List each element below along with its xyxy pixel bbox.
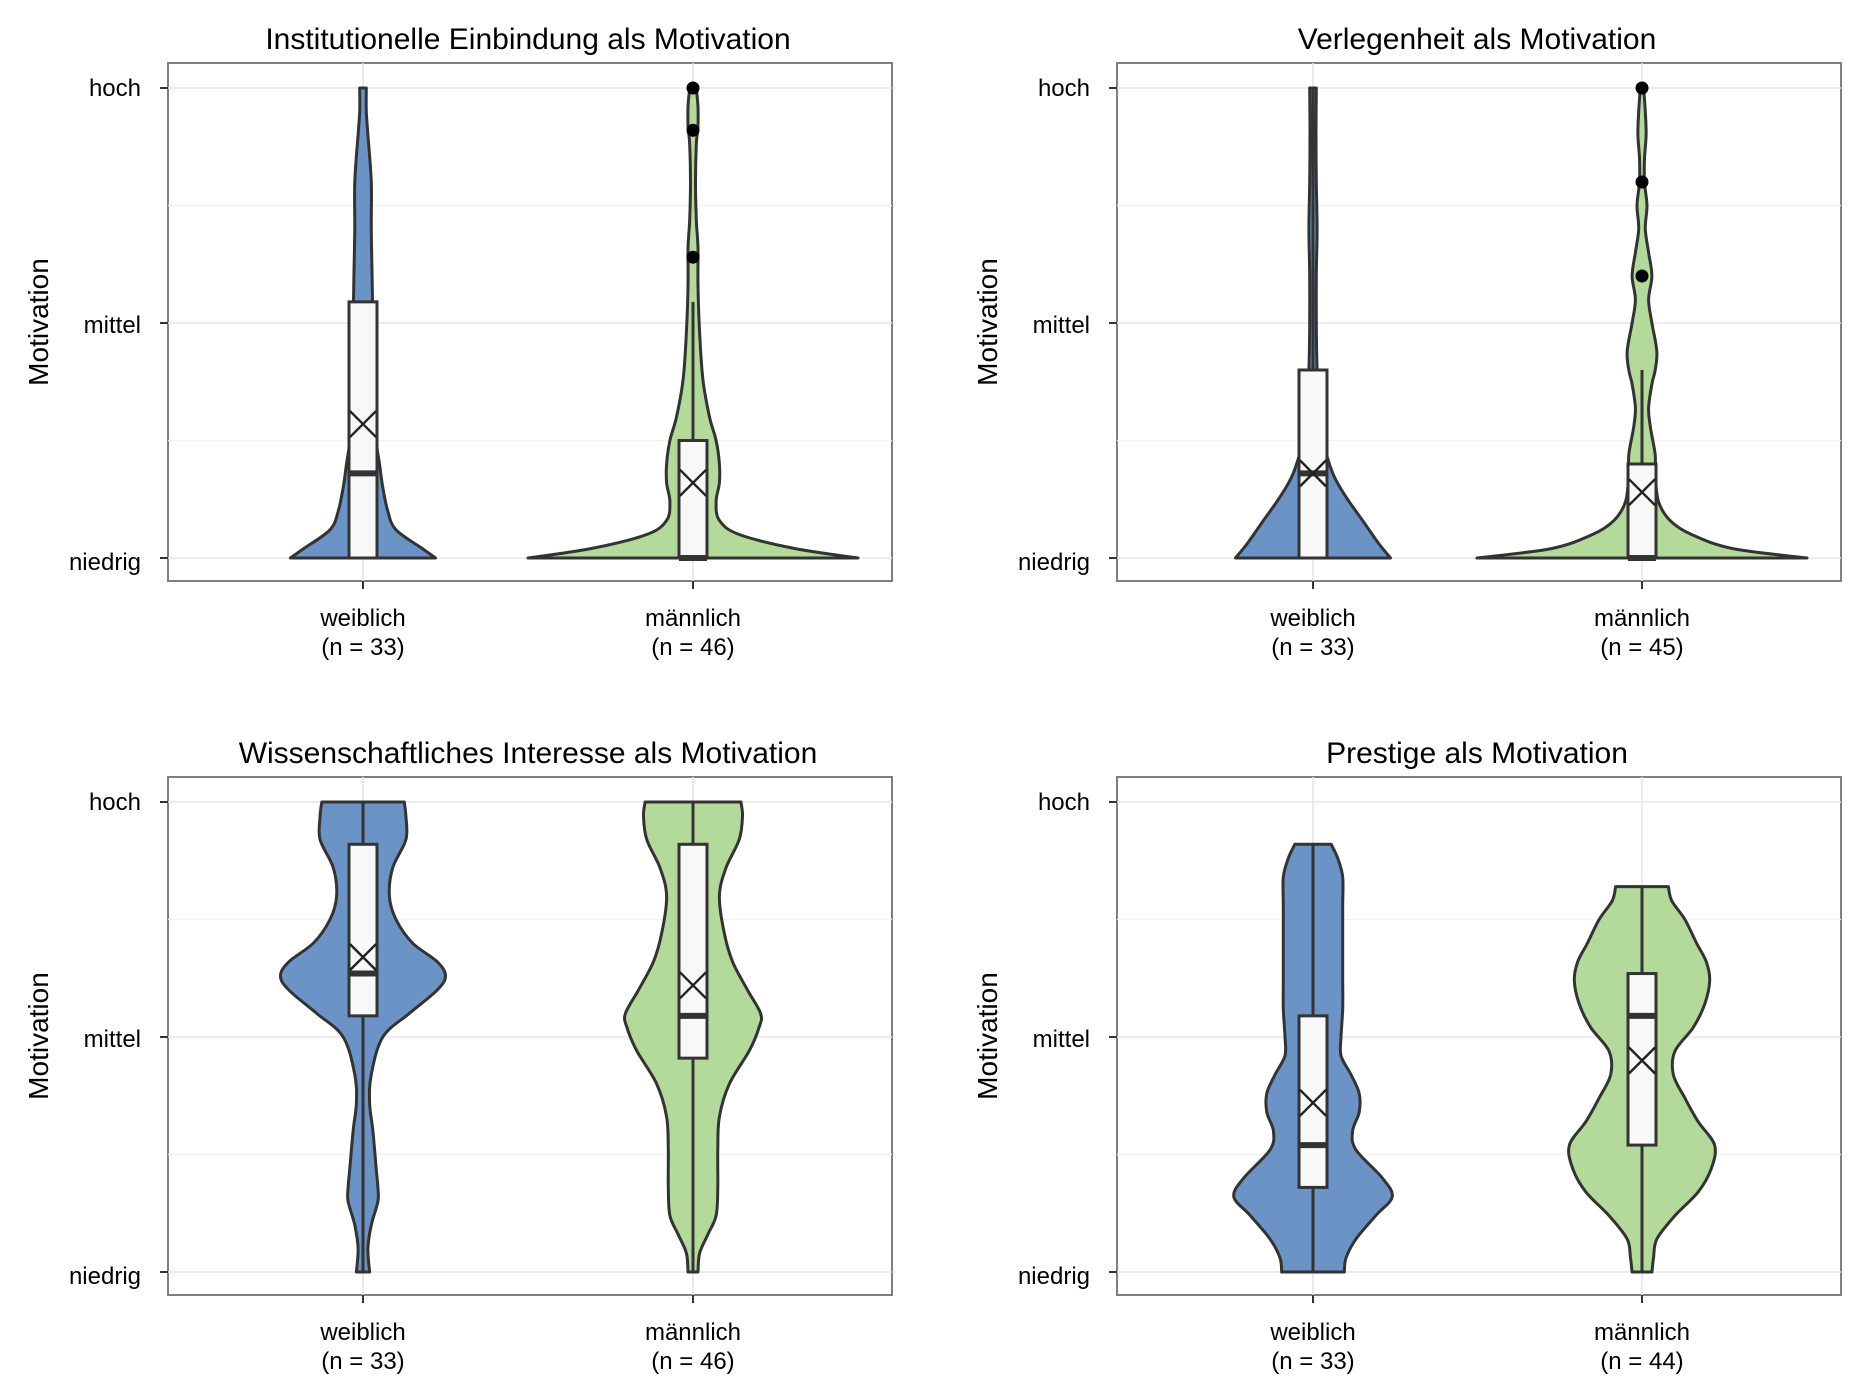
- x-tick-weiblich: weiblich: [319, 1319, 405, 1346]
- boxplot-box: [677, 842, 709, 1060]
- boxplot-box: [677, 439, 709, 560]
- outlier-point: [686, 250, 700, 264]
- outlier-point: [1635, 81, 1649, 95]
- x-tick-n-maennlich: (n = 46): [651, 634, 734, 661]
- x-tick-maennlich: männlich: [645, 1319, 741, 1346]
- panel-wissenschaftliches-interesse: Wissenschaftliches Interesse als Motivat…: [23, 737, 893, 1375]
- y-tick-hoch: hoch: [1038, 789, 1090, 816]
- x-tick-weiblich: weiblich: [319, 605, 405, 632]
- mean-marker: [1299, 459, 1327, 488]
- boxplot-box: [347, 842, 379, 1018]
- panel-title: Verlegenheit als Motivation: [1298, 23, 1657, 56]
- y-tick-hoch: hoch: [1038, 75, 1090, 102]
- y-axis-label: Motivation: [972, 972, 1003, 1100]
- y-tick-hoch: hoch: [89, 789, 141, 816]
- violins: [1234, 81, 1809, 561]
- x-tick-n-maennlich: (n = 46): [651, 1348, 734, 1375]
- y-tick-mittel: mittel: [1033, 312, 1090, 339]
- boxplot-box: [347, 300, 379, 560]
- y-tick-niedrig: niedrig: [1018, 1263, 1090, 1290]
- y-tick-niedrig: niedrig: [1018, 549, 1090, 576]
- y-tick-hoch: hoch: [89, 75, 141, 102]
- mean-marker: [679, 971, 707, 1000]
- x-tick-maennlich: männlich: [1594, 605, 1690, 632]
- panel-verlegenheit: Verlegenheit als Motivation Motivation h…: [972, 23, 1842, 661]
- x-tick-n-weiblich: (n = 33): [1271, 634, 1354, 661]
- x-tick-n-weiblich: (n = 33): [321, 634, 404, 661]
- mean-marker: [349, 410, 377, 438]
- x-tick-maennlich: männlich: [1594, 1319, 1690, 1346]
- x-tick-maennlich: männlich: [645, 605, 741, 632]
- panel-title: Prestige als Motivation: [1326, 737, 1628, 770]
- mean-marker: [1628, 1046, 1656, 1075]
- x-tick-weiblich: weiblich: [1269, 605, 1355, 632]
- y-axis-label: Motivation: [23, 258, 54, 386]
- panel-title: Wissenschaftliches Interesse als Motivat…: [239, 737, 818, 770]
- outlier-point: [686, 81, 700, 95]
- outlier-point: [1635, 269, 1649, 283]
- y-axis-label: Motivation: [972, 258, 1003, 386]
- panel-prestige: Prestige als Motivation Motivation hoch …: [972, 737, 1842, 1375]
- plot-area: [167, 776, 893, 1296]
- y-tick-niedrig: niedrig: [69, 549, 141, 576]
- y-tick-mittel: mittel: [84, 1026, 141, 1053]
- mean-marker: [1628, 478, 1656, 507]
- plot-area: [1116, 776, 1842, 1296]
- y-tick-niedrig: niedrig: [69, 1263, 141, 1290]
- mean-marker: [679, 468, 707, 497]
- mean-marker: [1299, 1088, 1327, 1117]
- x-tick-n-weiblich: (n = 33): [321, 1348, 404, 1375]
- boxplot-box: [1626, 462, 1658, 560]
- x-tick-weiblich: weiblich: [1269, 1319, 1355, 1346]
- y-tick-mittel: mittel: [84, 312, 141, 339]
- x-tick-n-maennlich: (n = 44): [1600, 1348, 1683, 1375]
- plot-area: [1116, 62, 1842, 582]
- violins: [288, 81, 860, 561]
- panel-institutionelle-einbindung: Institutionelle Einbindung als Motivatio…: [23, 23, 893, 661]
- x-tick-n-weiblich: (n = 33): [1271, 1348, 1354, 1375]
- x-tick-n-maennlich: (n = 45): [1600, 634, 1683, 661]
- plot-area: [167, 62, 893, 582]
- panel-title: Institutionelle Einbindung als Motivatio…: [265, 23, 790, 56]
- y-axis-label: Motivation: [23, 972, 54, 1100]
- outlier-point: [1635, 175, 1649, 189]
- outlier-point: [686, 123, 700, 137]
- mean-marker: [349, 943, 377, 971]
- y-tick-mittel: mittel: [1033, 1026, 1090, 1053]
- violins: [279, 800, 763, 1274]
- violins: [1232, 842, 1717, 1274]
